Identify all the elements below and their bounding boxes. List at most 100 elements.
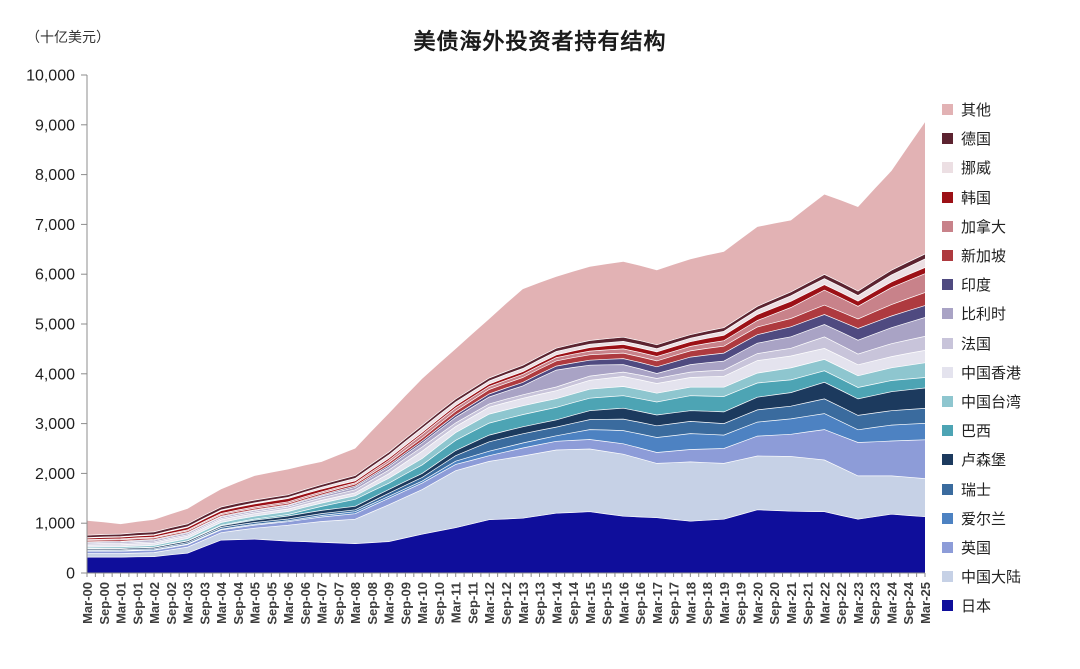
legend-swatch	[942, 162, 953, 174]
x-tick-label: Mar-10	[415, 582, 430, 624]
legend-item-taiwan: 中国台湾	[942, 387, 1021, 416]
legend-label: 其他	[961, 102, 992, 120]
x-tick-label: Mar-08	[348, 582, 363, 624]
area-japan	[87, 509, 925, 573]
x-tick-label: Sep-00	[97, 582, 112, 625]
area-singapore	[87, 292, 925, 542]
x-tick-label: Mar-20	[750, 582, 765, 624]
area-ireland	[87, 413, 925, 552]
area-belgium	[87, 317, 925, 544]
legend-swatch	[942, 425, 953, 437]
x-tick-label: Sep-18	[700, 582, 715, 625]
x-tick-label: Sep-03	[197, 582, 212, 625]
legend-label: 韩国	[961, 189, 992, 207]
y-tick-label: 6,000	[35, 267, 75, 284]
area-taiwan	[87, 359, 925, 549]
x-tick-label: Sep-16	[633, 582, 648, 625]
legend-item-switzerland: 瑞士	[942, 474, 1021, 503]
series-boundary	[86, 292, 926, 541]
x-tick-label: Sep-15	[600, 582, 615, 625]
legend-label: 巴西	[961, 423, 992, 441]
legend-swatch	[942, 191, 953, 203]
area-india	[87, 305, 925, 543]
series-boundary	[86, 348, 926, 546]
x-tick-label: Mar-22	[817, 582, 832, 624]
y-tick-label: 5,000	[35, 317, 75, 334]
legend-swatch	[942, 454, 953, 466]
legend-item-japan: 日本	[942, 591, 1021, 620]
legend-label: 印度	[961, 277, 992, 295]
x-tick-label: Sep-24	[901, 581, 916, 624]
y-tick-label: 4,000	[35, 366, 75, 383]
x-tick-label: Sep-23	[868, 582, 883, 625]
legend-label: 爱尔兰	[961, 510, 1007, 528]
legend-label: 瑞士	[961, 481, 992, 499]
legend-swatch	[942, 250, 953, 262]
x-tick-label: Mar-02	[147, 582, 162, 624]
x-tick-label: Mar-11	[449, 582, 464, 623]
series-boundary	[87, 509, 926, 558]
legend-swatch	[942, 600, 953, 612]
x-tick-label: Sep-08	[365, 582, 380, 625]
area-uk	[87, 429, 925, 554]
legend-swatch	[942, 279, 953, 291]
legend-swatch	[942, 104, 953, 116]
x-tick-label: Mar-03	[181, 582, 196, 624]
x-tick-label: Sep-11	[465, 582, 480, 624]
legend-item-belgium: 比利时	[942, 299, 1021, 328]
y-tick-label: 1,000	[35, 516, 75, 533]
legend-item-ireland: 爱尔兰	[942, 504, 1021, 533]
x-tick-label: Mar-04	[214, 581, 229, 624]
series-boundary	[86, 359, 926, 548]
x-tick-label: Mar-06	[281, 582, 296, 624]
legend-label: 英国	[961, 539, 992, 557]
series-boundary	[86, 305, 926, 543]
series-boundary	[86, 381, 926, 549]
x-tick-label: Sep-20	[767, 582, 782, 625]
x-tick-label: Mar-18	[683, 582, 698, 624]
legend-swatch	[942, 483, 953, 495]
legend-item-france: 法国	[942, 329, 1021, 358]
x-tick-label: Sep-21	[801, 582, 816, 625]
legend-label: 比利时	[961, 306, 1007, 324]
x-tick-label: Mar-12	[482, 582, 497, 624]
x-tick-label: Sep-09	[398, 582, 413, 625]
area-china-mainland	[87, 449, 925, 558]
y-tick-label: 3,000	[35, 416, 75, 433]
series-boundary	[86, 253, 926, 536]
x-tick-label: Mar-01	[114, 582, 129, 624]
legend-label: 加拿大	[961, 218, 1007, 236]
legend-label: 中国台湾	[961, 393, 1022, 411]
y-axis-unit-label: （十亿美元）	[26, 29, 110, 45]
x-tick-label: Mar-19	[717, 582, 732, 624]
x-tick-label: Sep-01	[130, 582, 145, 625]
x-tick-label: Mar-05	[248, 582, 263, 624]
legend-swatch	[942, 337, 953, 349]
x-tick-label: Sep-05	[264, 582, 279, 625]
legend-swatch	[942, 133, 953, 145]
chart-legend: 其他 德国 挪威 韩国 加拿大 新加坡 印度 比利时 法国 中国香港 中国台湾 巴西 卢森堡 瑞士 爱尔兰英…	[942, 95, 1021, 620]
x-tick-label: Sep-02	[164, 582, 179, 625]
x-tick-label: Sep-22	[834, 582, 849, 625]
y-tick-label: 0	[66, 566, 75, 583]
y-tick-label: 9,000	[35, 117, 75, 134]
x-tick-label: Mar-14	[549, 581, 564, 624]
legend-item-other: 其他	[942, 95, 1021, 124]
y-tick-label: 8,000	[35, 167, 75, 184]
series-boundary	[86, 267, 926, 539]
legend-swatch	[942, 512, 953, 524]
series-boundary	[87, 448, 926, 554]
x-tick-label: Sep-14	[566, 581, 581, 624]
legend-label: 新加坡	[961, 248, 1007, 266]
area-brazil	[87, 370, 925, 549]
legend-item-india: 印度	[942, 270, 1021, 299]
series-boundary	[86, 317, 926, 543]
x-tick-label: Mar-25	[918, 582, 933, 624]
x-tick-label: Mar-17	[650, 582, 665, 624]
x-tick-label: Mar-16	[616, 582, 631, 624]
series-boundary	[87, 413, 926, 552]
series-boundary	[87, 398, 926, 551]
legend-item-uk: 英国	[942, 533, 1021, 562]
boundary-lines	[86, 253, 926, 558]
series-boundary	[86, 258, 926, 538]
